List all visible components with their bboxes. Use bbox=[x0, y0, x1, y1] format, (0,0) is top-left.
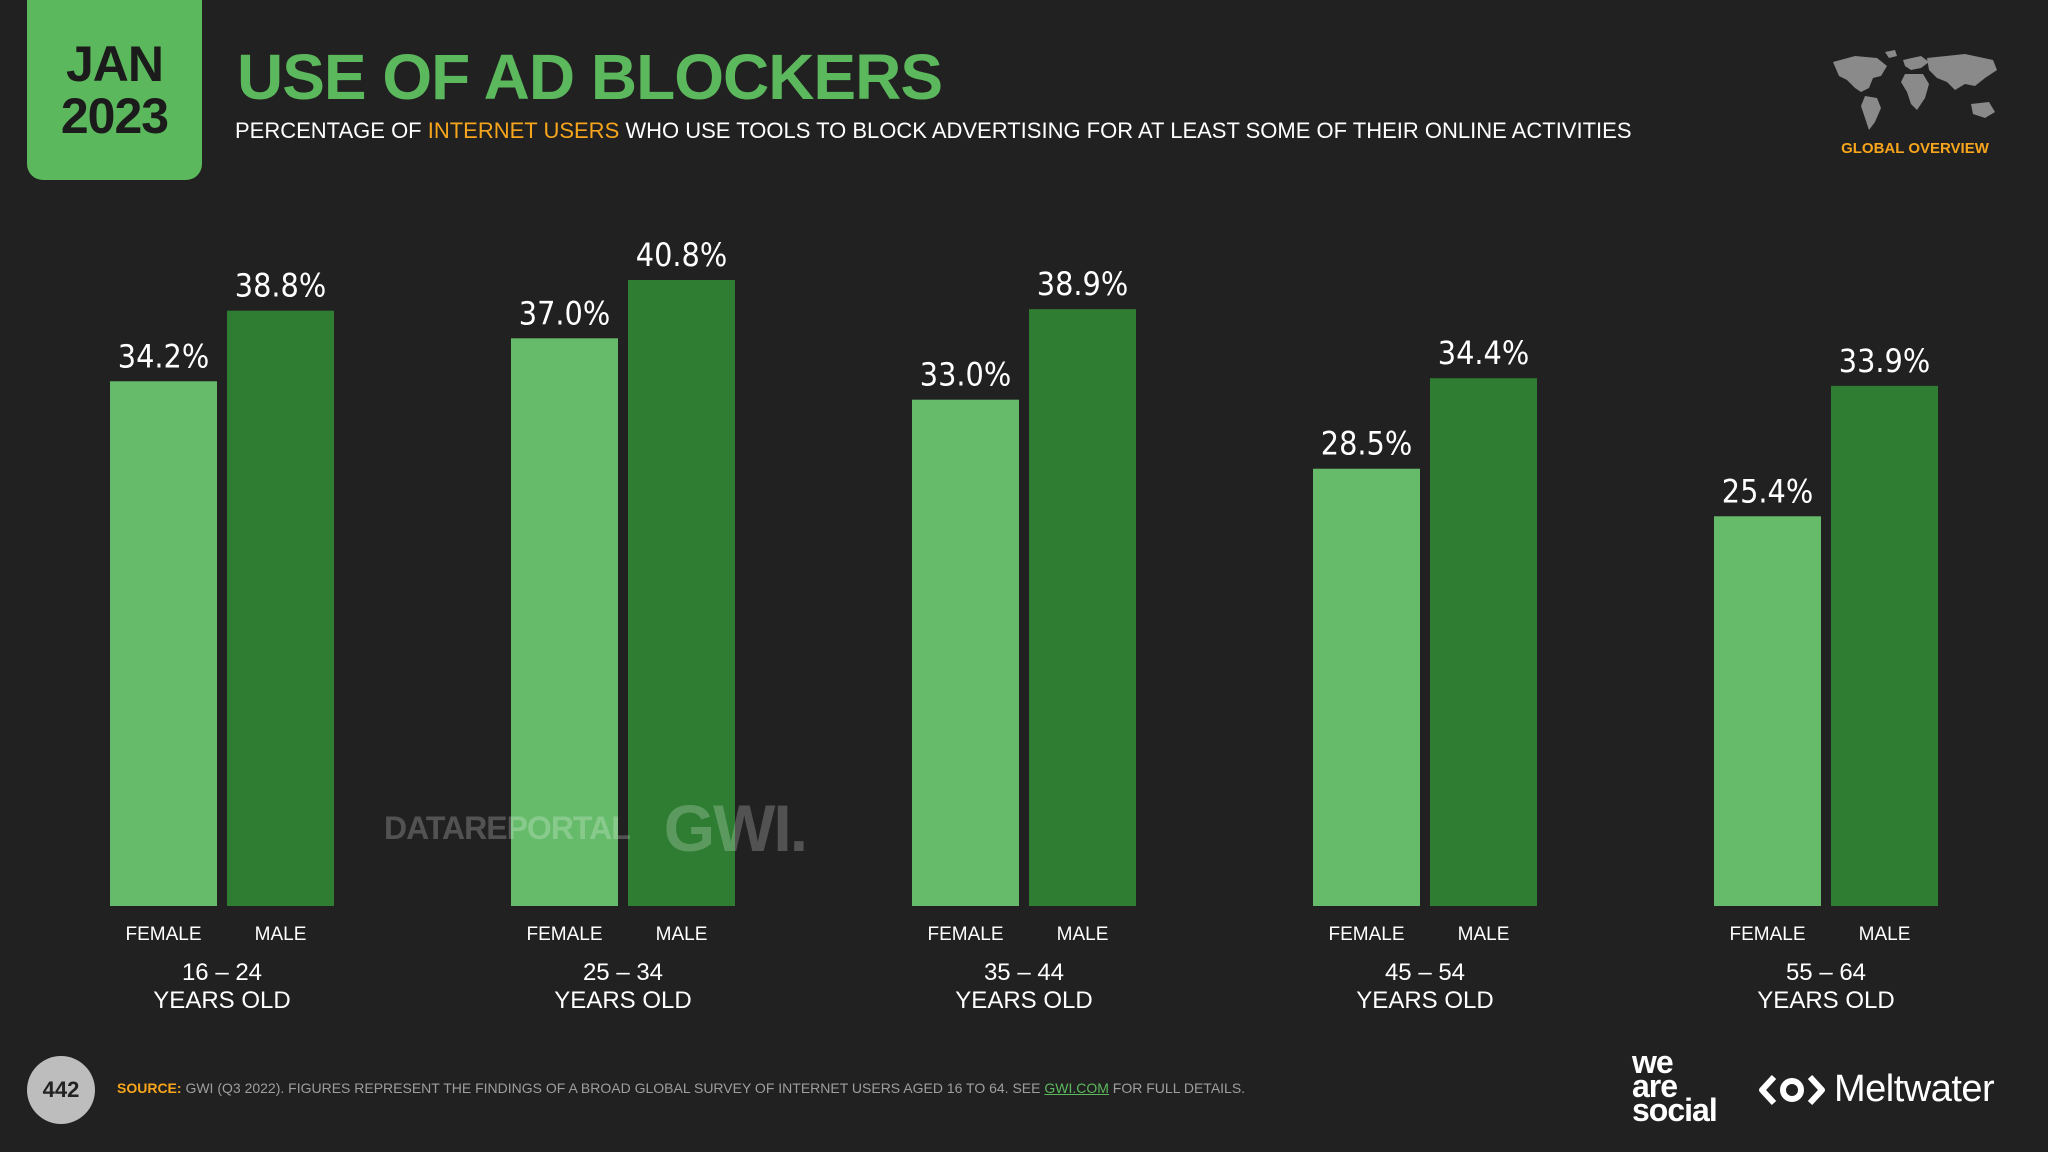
source-label: SOURCE: bbox=[117, 1080, 182, 1096]
world-map-icon bbox=[1833, 50, 1997, 130]
meltwater-mark-icon bbox=[1759, 1074, 1825, 1105]
series-label-female-4: FEMALE bbox=[1328, 924, 1404, 945]
bar-female-1 bbox=[110, 381, 217, 906]
was-line-3: social bbox=[1632, 1092, 1718, 1128]
bar-female-3 bbox=[912, 399, 1019, 906]
source-note: SOURCE: GWI (Q3 2022). FIGURES REPRESENT… bbox=[117, 1080, 1245, 1096]
date-year: 2023 bbox=[60, 88, 169, 144]
series-label-male-1: MALE bbox=[255, 924, 307, 945]
meltwater-logo: Meltwater bbox=[1758, 1068, 1995, 1111]
series-label-male-2: MALE bbox=[656, 924, 708, 945]
subtitle-pre: PERCENTAGE OF bbox=[235, 118, 428, 143]
watermark: DATAREPORTAL GWI. bbox=[384, 790, 808, 866]
series-label-male-5: MALE bbox=[1859, 924, 1911, 945]
category-range-1: 16 – 24 bbox=[182, 959, 262, 986]
source-tail: FOR FULL DETAILS. bbox=[1108, 1080, 1246, 1096]
data-label-male-3: 38.9% bbox=[1037, 265, 1128, 303]
page-number: 442 bbox=[27, 1056, 95, 1124]
was-line-1: we bbox=[1632, 1044, 1674, 1080]
source-text: GWI (Q3 2022). FIGURES REPRESENT THE FIN… bbox=[181, 1080, 1045, 1096]
bar-male-2 bbox=[628, 280, 735, 906]
bar-male-3 bbox=[1029, 309, 1136, 906]
datareportal-watermark: DATAREPORTAL bbox=[384, 809, 631, 846]
series-label-male-4: MALE bbox=[1458, 924, 1510, 945]
data-label-male-4: 34.4% bbox=[1438, 334, 1529, 372]
meltwater-wordmark: Meltwater bbox=[1834, 1068, 1995, 1110]
we-are-social-logo: we are social bbox=[1632, 1044, 1718, 1128]
data-label-female-3: 33.0% bbox=[920, 356, 1011, 394]
bar-female-5 bbox=[1714, 516, 1821, 906]
source-link[interactable]: GWI.COM bbox=[1044, 1080, 1109, 1096]
series-label-female-3: FEMALE bbox=[927, 924, 1003, 945]
date-month: JAN bbox=[65, 36, 164, 92]
category-range-2: 25 – 34 bbox=[583, 959, 663, 986]
series-label-female-5: FEMALE bbox=[1729, 924, 1805, 945]
category-suffix-2: YEARS OLD bbox=[554, 987, 691, 1014]
category-range-5: 55 – 64 bbox=[1786, 959, 1866, 986]
global-overview: GLOBAL OVERVIEW bbox=[1820, 48, 2010, 168]
bar-female-2 bbox=[511, 338, 618, 906]
bar-male-1 bbox=[227, 310, 334, 906]
data-label-male-2: 40.8% bbox=[636, 236, 727, 274]
category-suffix-3: YEARS OLD bbox=[955, 987, 1092, 1014]
category-suffix-1: YEARS OLD bbox=[153, 987, 290, 1014]
data-label-female-4: 28.5% bbox=[1321, 425, 1412, 463]
bar-female-4 bbox=[1313, 468, 1420, 906]
page-title: USE OF AD BLOCKERS bbox=[237, 41, 943, 113]
series-label-male-3: MALE bbox=[1057, 924, 1109, 945]
page-subtitle: PERCENTAGE OF INTERNET USERS WHO USE TOO… bbox=[235, 118, 1632, 144]
data-label-male-5: 33.9% bbox=[1839, 342, 1930, 380]
category-suffix-4: YEARS OLD bbox=[1356, 987, 1493, 1014]
series-label-female-2: FEMALE bbox=[526, 924, 602, 945]
bar-male-4 bbox=[1430, 378, 1537, 907]
subtitle-post: WHO USE TOOLS TO BLOCK ADVERTISING FOR A… bbox=[619, 118, 1632, 143]
data-label-female-5: 25.4% bbox=[1722, 472, 1813, 510]
date-badge: JAN 2023 bbox=[27, 0, 202, 180]
subtitle-highlight: INTERNET USERS bbox=[427, 118, 620, 143]
data-label-female-2: 37.0% bbox=[519, 294, 610, 332]
global-overview-label: GLOBAL OVERVIEW bbox=[1841, 140, 1989, 157]
category-range-3: 35 – 44 bbox=[984, 959, 1064, 986]
bar-male-5 bbox=[1831, 385, 1938, 906]
series-label-female-1: FEMALE bbox=[125, 924, 201, 945]
category-range-4: 45 – 54 bbox=[1385, 959, 1465, 986]
data-label-male-1: 38.8% bbox=[235, 267, 326, 305]
gwi-watermark: GWI. bbox=[663, 791, 808, 865]
was-line-2: are bbox=[1632, 1068, 1678, 1104]
data-label-female-1: 34.2% bbox=[118, 337, 209, 375]
category-suffix-5: YEARS OLD bbox=[1757, 987, 1894, 1014]
